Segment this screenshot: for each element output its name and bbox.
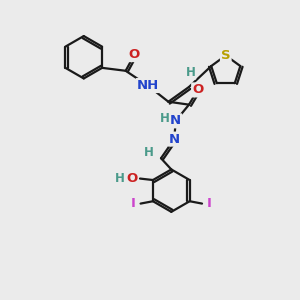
Text: H: H [114, 172, 124, 185]
Text: I: I [131, 197, 136, 210]
Text: H: H [160, 112, 170, 125]
Text: O: O [129, 48, 140, 61]
Text: NH: NH [136, 79, 159, 92]
Text: S: S [221, 49, 231, 62]
Text: I: I [207, 197, 212, 210]
Text: N: N [170, 114, 181, 127]
Text: O: O [192, 83, 203, 96]
Text: O: O [126, 172, 137, 185]
Text: H: H [144, 146, 154, 159]
Text: N: N [169, 133, 180, 146]
Text: H: H [185, 66, 195, 79]
